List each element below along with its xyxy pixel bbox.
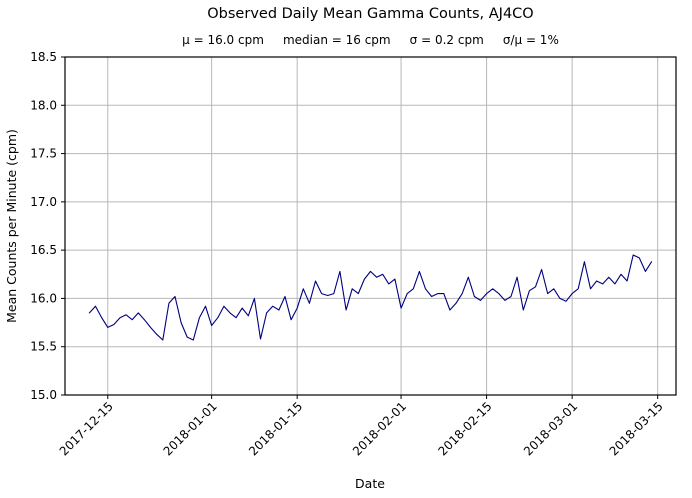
y-tick-label: 15.0 — [30, 388, 57, 402]
x-tick-label: 2017-12-15 — [57, 399, 116, 458]
y-tick-label: 18.5 — [30, 50, 57, 64]
gamma-counts-line — [88, 254, 653, 341]
x-axis-label: Date — [355, 476, 385, 491]
y-tick-label: 17.0 — [30, 195, 57, 209]
chart-title: Observed Daily Mean Gamma Counts, AJ4CO — [207, 6, 534, 22]
x-tick-label: 2018-01-15 — [246, 399, 305, 458]
y-tick-label: 16.5 — [30, 243, 57, 257]
x-tick-label: 2018-03-01 — [521, 399, 580, 458]
tick-labels: 15.0 15.5 16.0 16.5 17.0 17.5 18.0 18.5 2017-12-… — [30, 50, 666, 458]
x-tick-label: 2018-03-15 — [607, 399, 666, 458]
y-tick-label: 17.5 — [30, 147, 57, 161]
tick-marks — [61, 56, 659, 399]
y-tick-label: 15.5 — [30, 340, 57, 354]
y-tick-label: 18.0 — [30, 98, 57, 112]
data-series — [88, 254, 653, 341]
grid-lines — [65, 56, 676, 396]
axes — [64, 56, 677, 396]
plot-border — [64, 56, 677, 396]
x-tick-label: 2018-02-01 — [350, 399, 409, 458]
x-tick-label: 2018-01-01 — [161, 399, 220, 458]
x-tick-label: 2018-02-15 — [435, 399, 494, 458]
y-tick-label: 16.0 — [30, 291, 57, 305]
chart-subtitle: μ = 16.0 cpm median = 16 cpm σ = 0.2 cpm… — [182, 33, 559, 47]
y-axis-label: Mean Counts per Minute (cpm) — [4, 129, 19, 323]
